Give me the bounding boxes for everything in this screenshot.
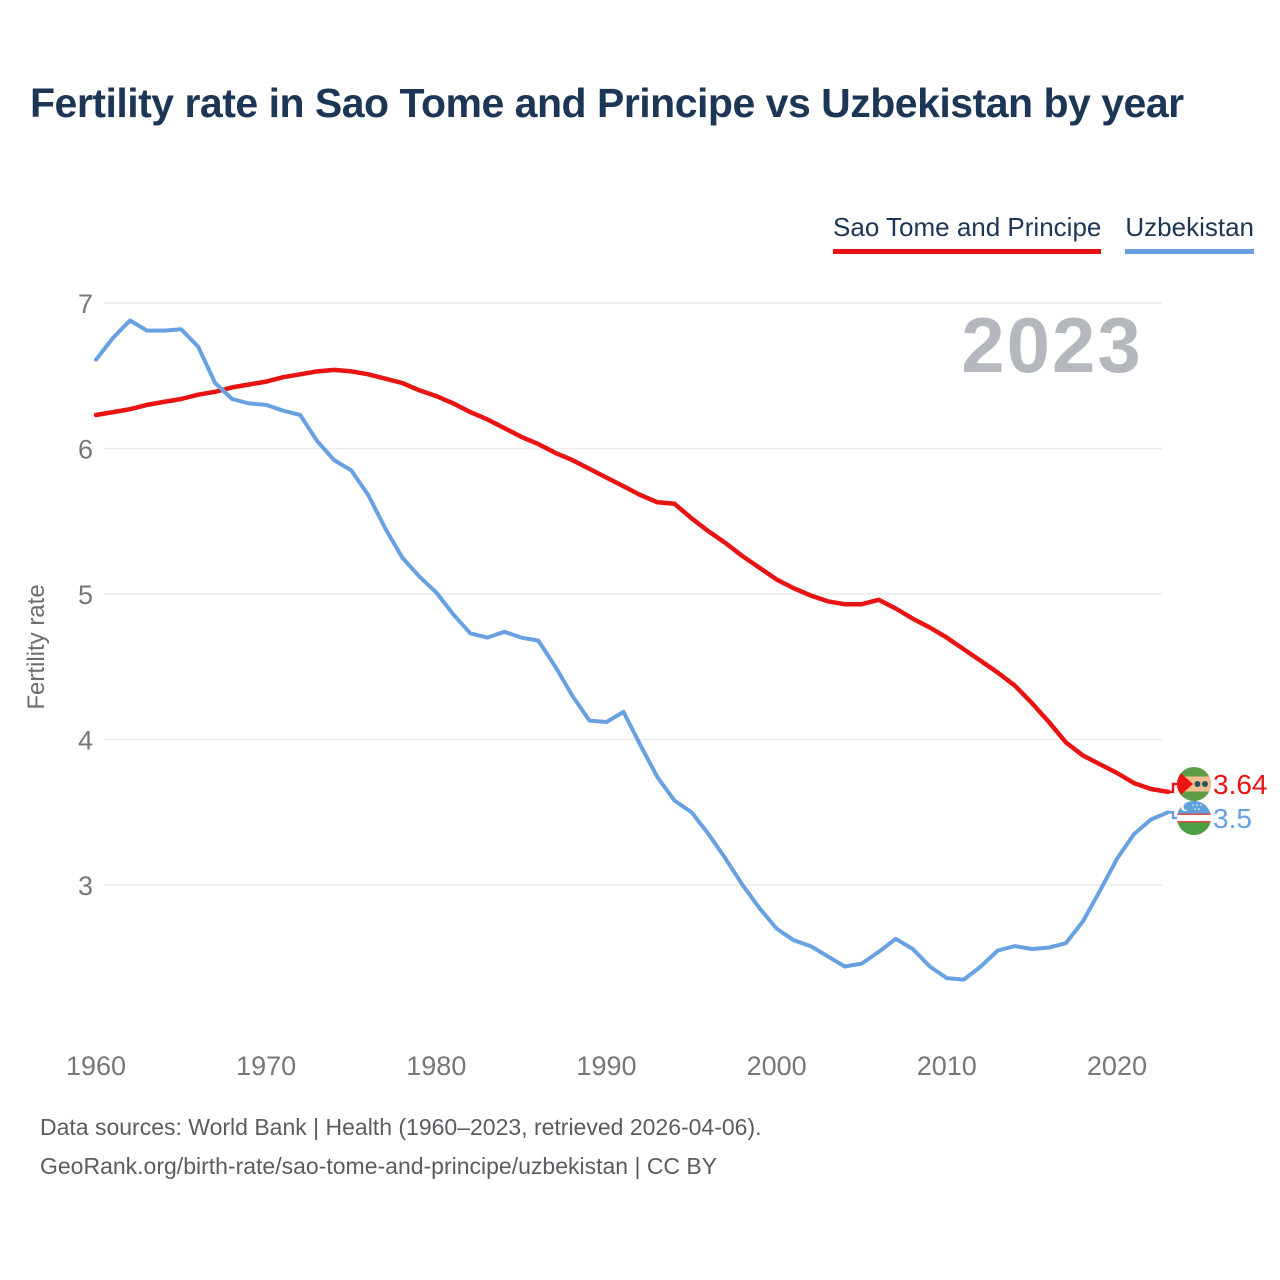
uzbekistan-line [94,318,1170,982]
legend-label-uzbekistan: Uzbekistan [1125,212,1254,242]
year-watermark: 2023 [961,301,1143,389]
x-tick-label-2010: 2010 [917,1051,977,1081]
sao-tome-and-principe-line [93,367,1171,795]
chart-title: Fertility rate in Sao Tome and Principe … [30,80,1184,126]
x-tick-label-1990: 1990 [576,1051,636,1081]
legend: Sao Tome and Principe Uzbekistan [833,212,1254,254]
y-tick-label-5: 5 [78,580,93,610]
sao-tome-and-principe-flag-icon [1177,767,1211,801]
x-tick-label-2000: 2000 [747,1051,807,1081]
legend-label-sao-tome-and-principe: Sao Tome and Principe [833,212,1102,242]
y-axis-title: Fertility rate [23,584,50,710]
x-tick-label-1960: 1960 [66,1051,126,1081]
uzbekistan-value-label: 3.5 [1213,803,1252,834]
y-tick-label-7: 7 [78,289,93,319]
footer: Data sources: World Bank | Health (1960–… [40,1108,762,1186]
legend-item-sao-tome-and-principe[interactable]: Sao Tome and Principe [833,212,1102,254]
uzbekistan-end-connector [1168,811,1177,820]
x-tick-label-1980: 1980 [406,1051,466,1081]
y-tick-label-4: 4 [78,726,93,756]
y-tick-label-3: 3 [78,871,93,901]
footer-data-sources: Data sources: World Bank | Health (1960–… [40,1114,762,1140]
footer-attribution: GeoRank.org/birth-rate/sao-tome-and-prin… [40,1153,718,1179]
y-tick-label-6: 6 [78,435,93,465]
x-tick-label-2020: 2020 [1087,1051,1147,1081]
sao-tome-and-principe-value-label: 3.64 [1213,769,1268,800]
uzbekistan-flag-icon [1177,801,1211,835]
x-tick-label-1970: 1970 [236,1051,296,1081]
legend-item-uzbekistan[interactable]: Uzbekistan [1125,212,1254,254]
sao-tome-and-principe-end-connector [1168,782,1177,794]
